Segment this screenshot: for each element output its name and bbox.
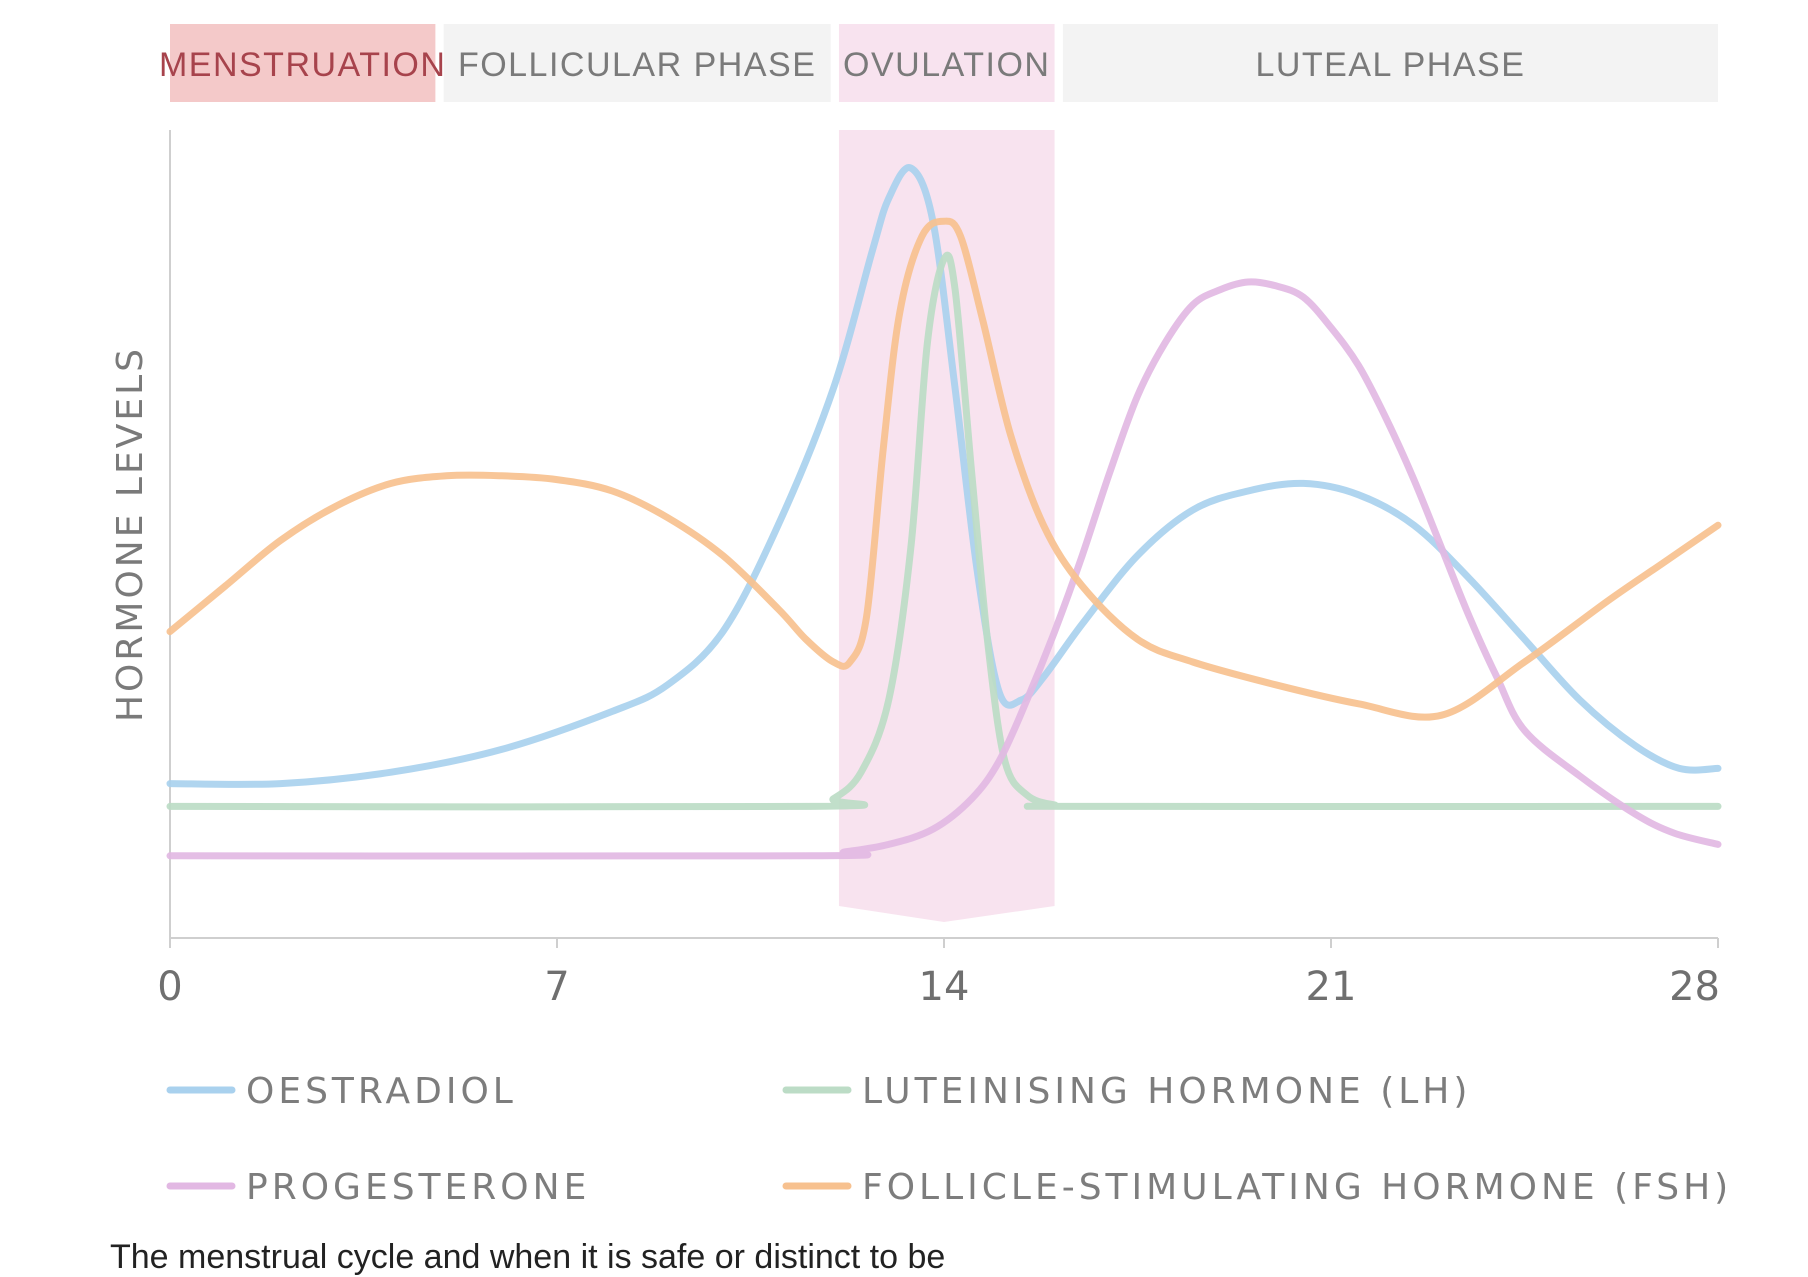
series-lines <box>166 164 1722 860</box>
phase-bar: MENSTRUATION FOLLICULAR PHASE OVULATION LUT… <box>159 24 1718 102</box>
phase-menstruation-label: MENSTRUATION <box>159 46 446 84</box>
phase-ovulation-label: OVULATION <box>843 46 1050 84</box>
legend: OESTRADIOL LUTEINISING HORMONE (LH) PROGES… <box>166 1071 1732 1208</box>
legend-label-follicle-stimulating-hormone: FOLLICLE-STIMULATING HORMONE (FSH) <box>862 1167 1732 1208</box>
caption: The menstrual cycle and when it is safe … <box>110 1238 946 1276</box>
progesterone-line <box>166 278 1722 860</box>
legend-label-progesterone: PROGESTERONE <box>246 1167 590 1208</box>
phase-ovulation-box <box>838 24 1055 102</box>
x-tick-label: 14 <box>919 964 970 1010</box>
luteinising-hormone-line <box>166 251 1722 811</box>
x-tick-label: 28 <box>1669 964 1720 1010</box>
follicle-stimulating-hormone-line <box>166 217 1722 721</box>
phase-luteal-phase-label: LUTEAL PHASE <box>1255 46 1525 84</box>
legend-label-luteinising-hormone: LUTEINISING HORMONE (LH) <box>862 1071 1471 1112</box>
phase-follicular-phase-box <box>443 24 831 102</box>
legend-label-oestradiol: OESTRADIOL <box>246 1071 517 1112</box>
x-tick-label: 21 <box>1306 964 1357 1010</box>
phase-menstruation-box <box>170 24 436 102</box>
x-tick-label: 7 <box>544 964 569 1010</box>
x-ticks: 0 7 14 21 28 <box>157 938 1720 1010</box>
x-tick-label: 0 <box>157 964 182 1010</box>
y-axis-title: HORMONE LEVELS <box>110 346 151 722</box>
phase-follicular-phase-label: FOLLICULAR PHASE <box>458 46 816 84</box>
phase-luteal-phase-box <box>1062 24 1718 102</box>
